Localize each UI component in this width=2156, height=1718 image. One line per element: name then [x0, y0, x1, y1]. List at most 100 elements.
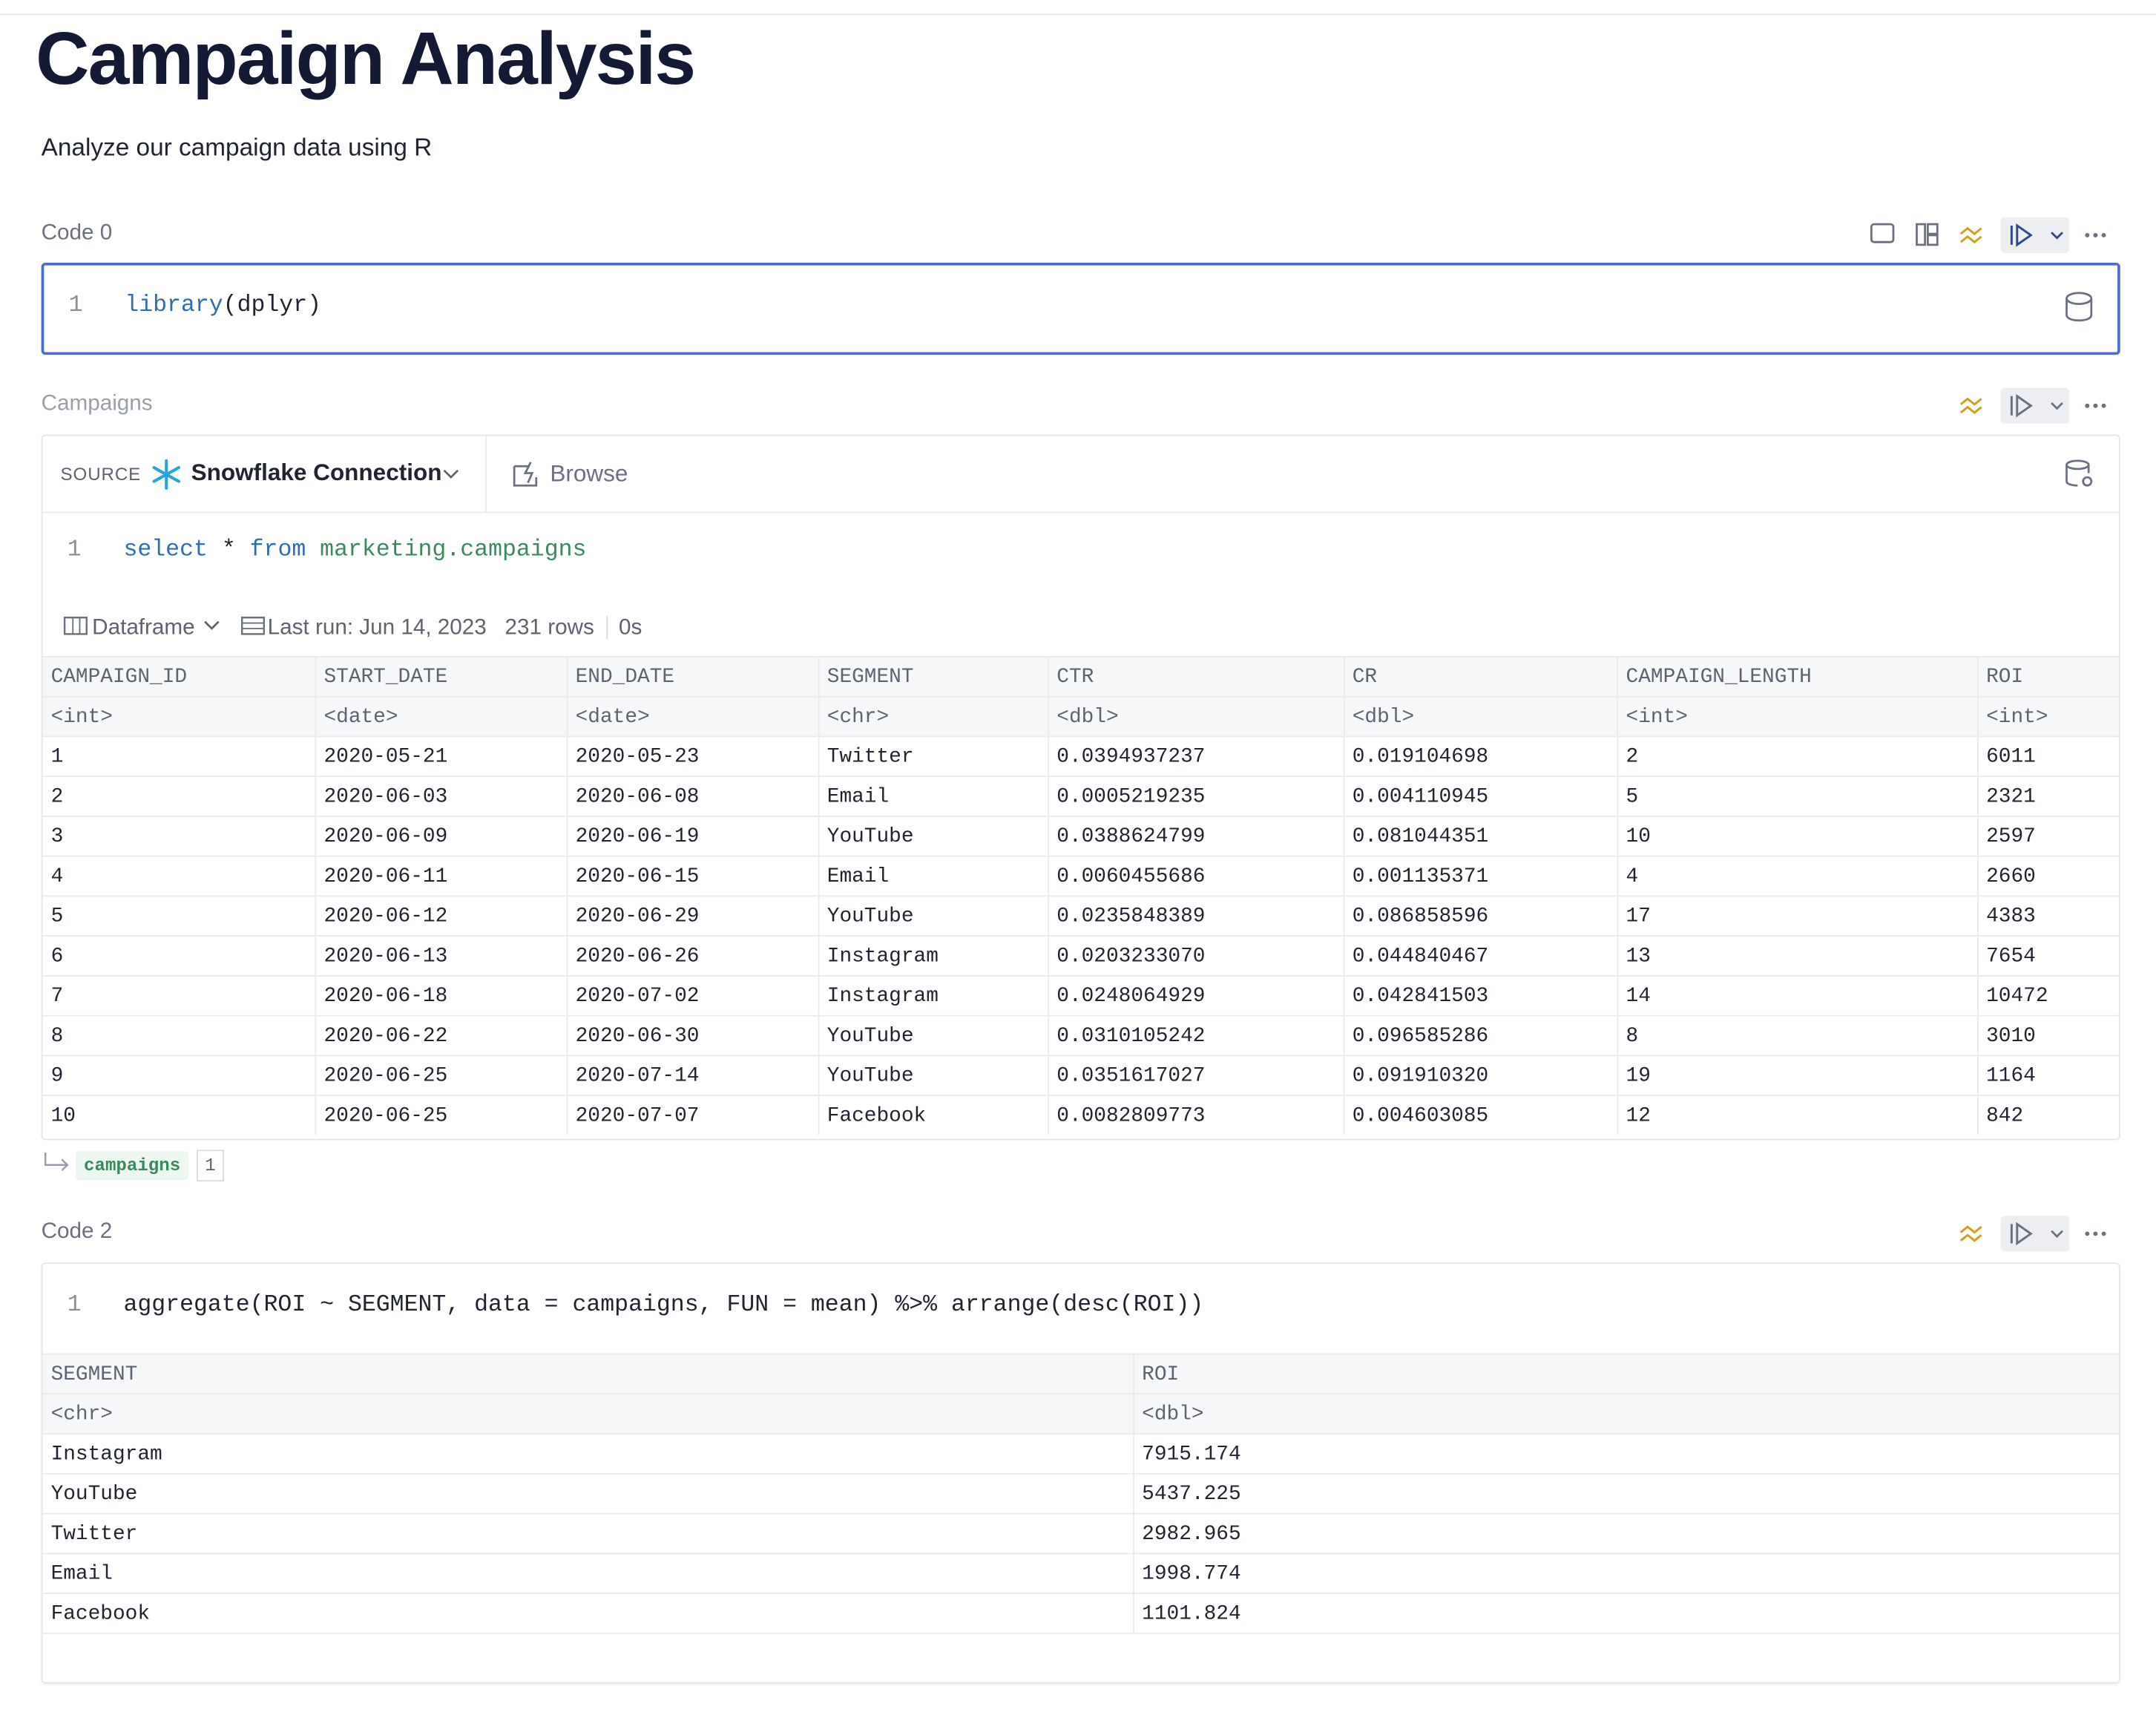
- cell: 0.0060455686: [1048, 855, 1344, 896]
- cell: 0.0005219235: [1048, 776, 1344, 816]
- cell: 2597: [1977, 816, 2119, 856]
- snowflake-icon: [152, 459, 180, 490]
- cell: 5: [1617, 776, 1978, 816]
- column-header: SEGMENT: [818, 656, 1049, 697]
- column-header: CR: [1343, 656, 1618, 697]
- dropdown-icon[interactable]: [441, 464, 461, 483]
- cell: 12: [1617, 1095, 1978, 1135]
- column-header: CAMPAIGN_ID: [42, 656, 316, 697]
- cell: 2660: [1977, 855, 2119, 896]
- cell: 0.091910320: [1343, 1055, 1618, 1096]
- cell: 4: [42, 855, 316, 896]
- cell-toolbar[interactable]: [1863, 217, 2124, 254]
- cell: 7654: [1977, 935, 2119, 976]
- column-header: ROI: [1977, 656, 2119, 697]
- code-line: 1 aggregate(ROI ~ SEGMENT, data = campai…: [68, 1293, 1203, 1319]
- cell: 14: [1617, 974, 1978, 1016]
- cell: Facebook: [42, 1593, 1134, 1633]
- cell: YouTube: [818, 895, 1049, 937]
- cell: YouTube: [818, 816, 1049, 856]
- cell: 0.0351617027: [1048, 1055, 1344, 1096]
- cell-label: Campaigns: [41, 392, 153, 416]
- code-token: [306, 538, 320, 564]
- cell: 2020-06-13: [315, 935, 568, 976]
- cell: Instagram: [818, 974, 1049, 1016]
- cell: 2: [42, 776, 316, 816]
- cell: 2020-06-03: [315, 776, 568, 816]
- cell: 0.0248064929: [1048, 974, 1344, 1016]
- cell: YouTube: [818, 1055, 1049, 1096]
- cell: 10472: [1977, 974, 2119, 1016]
- data-row: Instagram 7915.174: [42, 1433, 2119, 1474]
- result-table: SEGMENT ROI <chr> <dbl> Instagram 7915.174 You…: [42, 1353, 2119, 1634]
- cell: 0.019104698: [1343, 735, 1618, 777]
- column-type: <dbl>: [1133, 1393, 2119, 1435]
- code-tokens: library(dplyr): [125, 293, 321, 319]
- line-number: 1: [68, 292, 83, 319]
- cell: Facebook: [818, 1095, 1049, 1135]
- connection-name[interactable]: Snowflake Connection: [191, 459, 442, 486]
- code-cell[interactable]: 1 library(dplyr): [41, 262, 2120, 355]
- cell: 2020-07-07: [566, 1095, 819, 1135]
- cell: 13: [1617, 935, 1978, 976]
- code-token: (dplyr): [223, 292, 322, 319]
- run-icon: [240, 616, 265, 635]
- column-header: SEGMENT: [42, 1353, 1134, 1394]
- column-header: CAMPAIGN_LENGTH: [1617, 656, 1978, 697]
- data-row: 2 2020-06-03 2020-06-08 Email 0.0005219235 0.…: [42, 776, 2119, 816]
- cell: 6: [42, 935, 316, 976]
- data-row: 6 2020-06-13 2020-06-26 Instagram 0.02032330…: [42, 935, 2119, 976]
- data-row: 4 2020-06-11 2020-06-15 Email 0.0060455686 0.…: [42, 855, 2119, 896]
- code-token: select: [123, 537, 208, 564]
- cell: 1101.824: [1133, 1593, 2119, 1633]
- column-header: START_DATE: [315, 656, 568, 697]
- result-variable[interactable]: campaigns: [75, 1151, 189, 1181]
- cell-label: Code 2: [41, 1219, 113, 1244]
- source-bar: SOURCE Snowflake Connection Browse: [42, 436, 2119, 514]
- cell: Instagram: [42, 1433, 1134, 1474]
- cell: 0.004110945: [1343, 776, 1618, 816]
- line-number: 1: [67, 537, 82, 564]
- type-row: <chr> <dbl>: [42, 1393, 2119, 1435]
- cell: Twitter: [42, 1512, 1134, 1554]
- cell: 2020-06-15: [566, 855, 819, 896]
- cell: 2020-06-29: [566, 895, 819, 937]
- cell: 1164: [1977, 1055, 2119, 1096]
- data-row: YouTube 5437.225: [42, 1472, 2119, 1514]
- data-row: 3 2020-06-09 2020-06-19 YouTube 0.0388624799…: [42, 816, 2119, 856]
- browse-icon: [513, 462, 538, 487]
- cell: YouTube: [42, 1472, 1134, 1514]
- code-tokens: select * from marketing.campaigns: [123, 538, 586, 564]
- column-type: <dbl>: [1048, 695, 1344, 737]
- cell: 5437.225: [1133, 1472, 2119, 1514]
- type-row: <int> <date> <date> <chr> <dbl> <dbl> <int> <in…: [42, 695, 2119, 737]
- env-icon: [2065, 292, 2093, 322]
- output-format[interactable]: Dataframe: [92, 616, 195, 640]
- cell-toolbar[interactable]: [1953, 1216, 2125, 1252]
- code-tokens: aggregate(ROI ~ SEGMENT, data = campaign…: [123, 1293, 1203, 1319]
- cell: 2: [1617, 735, 1978, 777]
- cell: 2020-06-25: [315, 1055, 568, 1096]
- cell: 1: [42, 735, 316, 777]
- sql-cell: SOURCE Snowflake Connection Browse 1 sel…: [41, 434, 2120, 1141]
- dropdown-icon[interactable]: [201, 617, 223, 634]
- preview-icon[interactable]: [2064, 458, 2097, 491]
- cell: 0.0310105242: [1048, 1014, 1344, 1056]
- cell: 2982.965: [1133, 1512, 2119, 1554]
- cell: 8: [1617, 1014, 1978, 1056]
- column-type: <date>: [566, 695, 819, 737]
- column-type: <int>: [1977, 695, 2119, 737]
- cell-toolbar[interactable]: [1953, 387, 2125, 424]
- source-label: SOURCE: [60, 463, 142, 485]
- browse-button[interactable]: Browse: [550, 460, 628, 488]
- subtitle: Analyze our campaign data using R: [41, 133, 433, 161]
- cell: 7: [42, 974, 316, 1016]
- row-count: 231 rows: [505, 616, 594, 640]
- cell: 0.0082809773: [1048, 1095, 1344, 1135]
- line-number: 1: [67, 1293, 82, 1319]
- data-row: Twitter 2982.965: [42, 1512, 2119, 1554]
- header-row: SEGMENT ROI: [42, 1353, 2119, 1394]
- cell: 2020-06-30: [566, 1014, 819, 1056]
- cell: 0.044840467: [1343, 935, 1618, 976]
